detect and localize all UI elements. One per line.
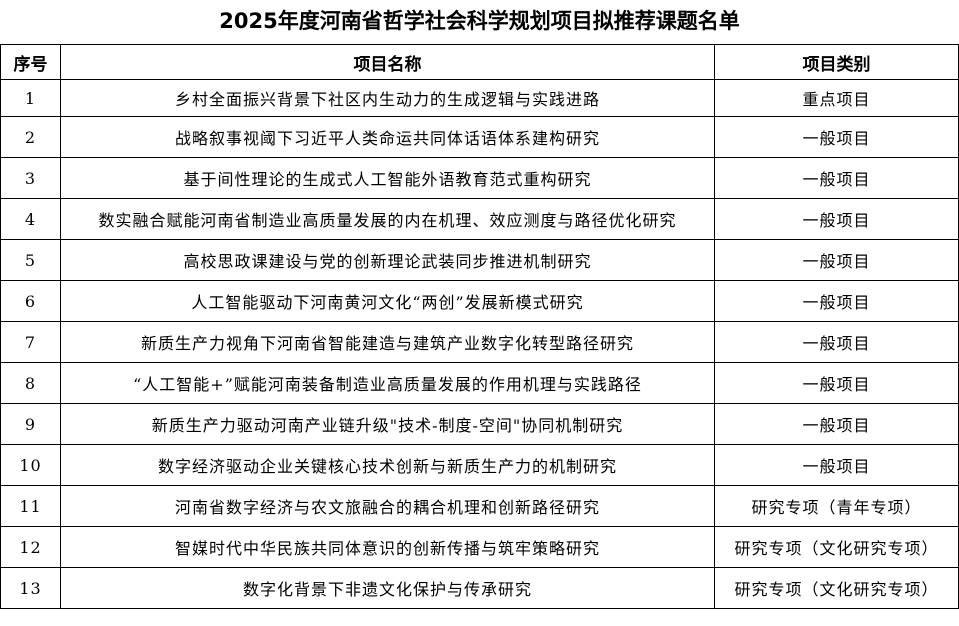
project-category: 一般项目 bbox=[714, 198, 959, 240]
row-number: 6 bbox=[0, 280, 61, 322]
row-number: 9 bbox=[0, 403, 61, 445]
document-title: 2025年度河南省哲学社会科学规划项目拟推荐课题名单 bbox=[219, 9, 740, 33]
table-row: 1 乡村全面振兴背景下社区内生动力的生成逻辑与实践进路 重点项目 bbox=[0, 79, 959, 117]
project-category: 一般项目 bbox=[714, 239, 959, 281]
project-category: 研究专项（文化研究专项） bbox=[714, 567, 959, 609]
project-name: 智媒时代中华民族共同体意识的创新传播与筑牢策略研究 bbox=[60, 526, 715, 568]
project-category: 一般项目 bbox=[714, 157, 959, 199]
table-row: 8 “人工智能+”赋能河南装备制造业高质量发展的作用机理与实践路径 一般项目 bbox=[0, 362, 959, 404]
table-row: 11 河南省数字经济与农文旅融合的耦合机理和创新路径研究 研究专项（青年专项） bbox=[0, 485, 959, 527]
table-row: 3 基于间性理论的生成式人工智能外语教育范式重构研究 一般项目 bbox=[0, 157, 959, 199]
table-header-row: 序号 项目名称 项目类别 bbox=[0, 44, 959, 80]
header-project-name: 项目名称 bbox=[60, 44, 715, 80]
project-name: “人工智能+”赋能河南装备制造业高质量发展的作用机理与实践路径 bbox=[60, 362, 715, 404]
row-number: 8 bbox=[0, 362, 61, 404]
table-row: 4 数实融合赋能河南省制造业高质量发展的内在机理、效应测度与路径优化研究 一般项目 bbox=[0, 198, 959, 240]
row-number: 3 bbox=[0, 157, 61, 199]
table-row: 6 人工智能驱动下河南黄河文化“两创”发展新模式研究 一般项目 bbox=[0, 280, 959, 322]
project-name: 基于间性理论的生成式人工智能外语教育范式重构研究 bbox=[60, 157, 715, 199]
table-row: 2 战略叙事视阈下习近平人类命运共同体话语体系建构研究 一般项目 bbox=[0, 116, 959, 158]
project-name: 数实融合赋能河南省制造业高质量发展的内在机理、效应测度与路径优化研究 bbox=[60, 198, 715, 240]
project-table: 序号 项目名称 项目类别 1 乡村全面振兴背景下社区内生动力的生成逻辑与实践进路重… bbox=[0, 44, 959, 609]
header-project-category: 项目类别 bbox=[714, 44, 959, 80]
row-number: 4 bbox=[0, 198, 61, 240]
project-name: 新质生产力驱动河南产业链升级"技术-制度-空间"协同机制研究 bbox=[60, 403, 715, 445]
table-row: 5 高校思政课建设与党的创新理论武装同步推进机制研究 一般项目 bbox=[0, 239, 959, 281]
table-row: 7 新质生产力视角下河南省智能建造与建筑产业数字化转型路径研究 一般项目 bbox=[0, 321, 959, 363]
project-category: 研究专项（文化研究专项） bbox=[714, 526, 959, 568]
row-number: 10 bbox=[0, 444, 61, 486]
project-category: 研究专项（青年专项） bbox=[714, 485, 959, 527]
project-name: 乡村全面振兴背景下社区内生动力的生成逻辑与实践进路 bbox=[60, 79, 715, 117]
table-row: 10 数字经济驱动企业关键核心技术创新与新质生产力的机制研究 一般项目 bbox=[0, 444, 959, 486]
table-row: 13 数字化背景下非遗文化保护与传承研究 研究专项（文化研究专项） bbox=[0, 567, 959, 609]
table-row: 9 新质生产力驱动河南产业链升级"技术-制度-空间"协同机制研究 一般项目 bbox=[0, 403, 959, 445]
project-name: 数字化背景下非遗文化保护与传承研究 bbox=[60, 567, 715, 609]
header-number: 序号 bbox=[0, 44, 61, 80]
project-category: 一般项目 bbox=[714, 116, 959, 158]
table-row: 12 智媒时代中华民族共同体意识的创新传播与筑牢策略研究 研究专项（文化研究专项） bbox=[0, 526, 959, 568]
project-category: 一般项目 bbox=[714, 362, 959, 404]
row-number: 12 bbox=[0, 526, 61, 568]
row-number: 11 bbox=[0, 485, 61, 527]
project-category: 一般项目 bbox=[714, 444, 959, 486]
project-name: 人工智能驱动下河南黄河文化“两创”发展新模式研究 bbox=[60, 280, 715, 322]
row-number: 1 bbox=[0, 79, 61, 117]
row-number: 5 bbox=[0, 239, 61, 281]
project-category: 一般项目 bbox=[714, 321, 959, 363]
project-category: 重点项目 bbox=[714, 79, 959, 117]
project-category: 一般项目 bbox=[714, 280, 959, 322]
project-name: 河南省数字经济与农文旅融合的耦合机理和创新路径研究 bbox=[60, 485, 715, 527]
row-number: 13 bbox=[0, 567, 61, 609]
project-category: 一般项目 bbox=[714, 403, 959, 445]
project-name: 战略叙事视阈下习近平人类命运共同体话语体系建构研究 bbox=[60, 116, 715, 158]
project-name: 数字经济驱动企业关键核心技术创新与新质生产力的机制研究 bbox=[60, 444, 715, 486]
row-number: 2 bbox=[0, 116, 61, 158]
project-name: 新质生产力视角下河南省智能建造与建筑产业数字化转型路径研究 bbox=[60, 321, 715, 363]
project-name: 高校思政课建设与党的创新理论武装同步推进机制研究 bbox=[60, 239, 715, 281]
row-number: 7 bbox=[0, 321, 61, 363]
